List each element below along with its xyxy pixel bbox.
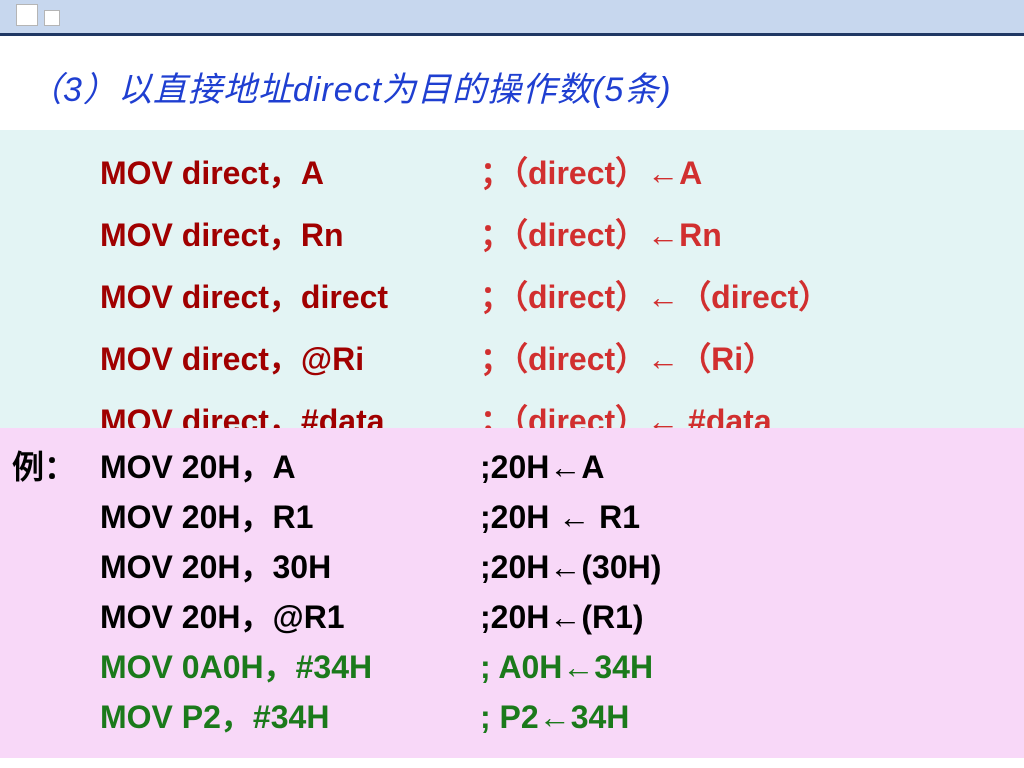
syntax-row: MOV direct，direct；（direct）←（direct） — [100, 272, 1004, 318]
syntax-meaning: ；（direct）←（direct） — [480, 272, 830, 318]
example-meaning: ; P2←34H — [480, 699, 629, 736]
example-label: 例： — [12, 442, 100, 488]
example-meaning: ;20H ← R1 — [480, 499, 640, 536]
example-instruction: MOV 20H，@R1 — [100, 592, 480, 638]
example-instruction: MOV 0A0H，#34H — [100, 642, 480, 688]
example-meaning: ;20H←(R1) — [480, 599, 644, 636]
syntax-row: MOV direct，@Ri；（direct）←（Ri） — [100, 334, 1004, 380]
deco-square-1 — [16, 4, 38, 26]
example-instruction: MOV P2，#34H — [100, 692, 480, 738]
example-row: MOV 20H，30H;20H←(30H) — [100, 542, 661, 588]
example-instruction: MOV 20H，R1 — [100, 492, 480, 538]
example-row: MOV 20H，A;20H←A — [100, 442, 661, 488]
syntax-instruction: MOV direct，@Ri — [100, 334, 480, 380]
example-row: MOV 0A0H，#34H; A0H←34H — [100, 642, 661, 688]
example-lines: MOV 20H，A;20H←AMOV 20H，R1;20H ← R1MOV 20… — [100, 442, 661, 742]
example-meaning: ;20H←(30H) — [480, 549, 661, 586]
example-row: MOV 20H，@R1;20H←(R1) — [100, 592, 661, 638]
syntax-meaning: ；（direct）←A — [480, 148, 702, 194]
syntax-meaning: ；（direct）←Rn — [480, 210, 722, 256]
syntax-row: MOV direct，Rn；（direct）←Rn — [100, 210, 1004, 256]
syntax-instruction: MOV direct，A — [100, 148, 480, 194]
example-row: MOV P2，#34H; P2←34H — [100, 692, 661, 738]
slide: （3）以直接地址direct为目的操作数(5条) MOV direct，A；（d… — [0, 0, 1024, 768]
deco-square-2 — [44, 10, 60, 26]
top-bar — [0, 0, 1024, 36]
title-area: （3）以直接地址direct为目的操作数(5条) — [18, 44, 1006, 126]
slide-title: （3）以直接地址direct为目的操作数(5条) — [28, 62, 996, 111]
syntax-instruction: MOV direct，Rn — [100, 210, 480, 256]
example-instruction: MOV 20H，30H — [100, 542, 480, 588]
syntax-section: MOV direct，A；（direct）←AMOV direct，Rn；（di… — [0, 130, 1024, 428]
syntax-instruction: MOV direct，direct — [100, 272, 480, 318]
example-meaning: ; A0H←34H — [480, 649, 653, 686]
example-instruction: MOV 20H，A — [100, 442, 480, 488]
syntax-meaning: ；（direct）←（Ri） — [480, 334, 775, 380]
example-row: MOV 20H，R1;20H ← R1 — [100, 492, 661, 538]
example-meaning: ;20H←A — [480, 449, 604, 486]
example-section: 例： MOV 20H，A;20H←AMOV 20H，R1;20H ← R1MOV… — [0, 428, 1024, 758]
syntax-row: MOV direct，A；（direct）←A — [100, 148, 1004, 194]
